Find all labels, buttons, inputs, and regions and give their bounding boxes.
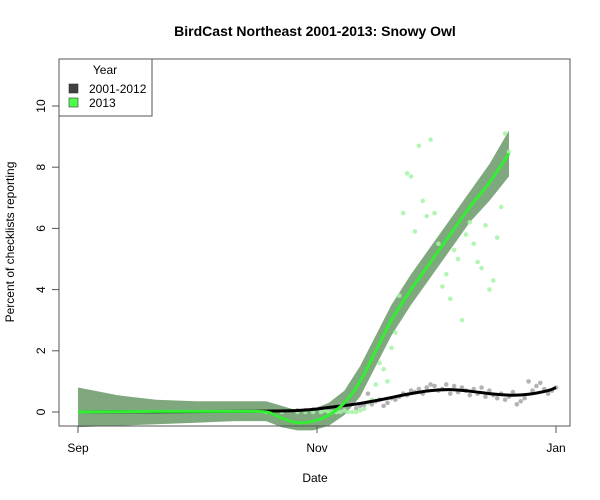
data-point — [498, 204, 504, 210]
data-point — [447, 391, 453, 396]
data-point — [342, 408, 347, 413]
x-tick-label: Sep — [67, 441, 89, 455]
data-point — [483, 394, 488, 400]
y-tick-label: 4 — [34, 286, 48, 293]
data-point — [377, 360, 382, 366]
data-point — [443, 382, 449, 387]
data-point — [502, 131, 508, 136]
data-point — [408, 388, 414, 393]
data-point — [381, 366, 386, 372]
data-point — [357, 408, 363, 413]
points-2013 — [263, 131, 512, 415]
data-point — [404, 171, 410, 176]
data-point — [385, 400, 390, 406]
data-point — [483, 223, 488, 228]
data-point — [518, 398, 524, 404]
y-tick-label: 6 — [34, 225, 48, 232]
legend-title: Year — [93, 63, 117, 77]
y-tick-label: 2 — [34, 347, 48, 354]
data-point — [514, 402, 520, 407]
data-point — [346, 409, 351, 415]
data-point — [545, 391, 551, 396]
legend-swatch-2001-2012 — [68, 83, 79, 94]
x-tick-label: Nov — [306, 441, 327, 455]
data-point — [522, 395, 527, 401]
data-point — [353, 406, 359, 411]
data-point — [420, 198, 426, 204]
data-point — [412, 229, 418, 234]
y-axis: 0 2 4 6 8 10 — [34, 99, 60, 415]
data-point — [393, 397, 398, 403]
y-tick-label: 0 — [34, 408, 48, 415]
confidence-band-2013 — [78, 130, 509, 431]
data-point — [475, 259, 480, 265]
data-point — [389, 345, 394, 351]
data-point — [479, 265, 484, 271]
data-point — [365, 391, 371, 396]
data-point — [338, 409, 343, 415]
legend-label-2001-2012: 2001-2012 — [89, 82, 147, 96]
data-point — [459, 385, 465, 390]
smooth-line-2013 — [77, 152, 511, 425]
data-point — [471, 241, 477, 246]
plot-area — [58, 58, 571, 431]
data-point — [393, 330, 398, 335]
data-point — [416, 143, 422, 149]
data-point — [353, 409, 359, 415]
data-point — [455, 256, 461, 262]
data-point — [385, 379, 390, 384]
data-point — [491, 278, 496, 283]
data-point — [451, 247, 457, 253]
y-tick-label: 8 — [34, 164, 48, 171]
data-point — [432, 383, 437, 389]
data-point — [526, 379, 531, 384]
data-point — [479, 385, 484, 390]
data-point — [381, 403, 386, 409]
confidence-band — [78, 130, 509, 431]
data-point — [487, 287, 492, 292]
x-tick-label: Jan — [546, 441, 565, 455]
data-point — [459, 317, 465, 323]
data-point — [369, 402, 375, 407]
data-point — [502, 397, 508, 403]
data-point — [396, 293, 402, 299]
data-point — [408, 174, 414, 179]
data-point — [463, 232, 469, 237]
data-point — [361, 406, 367, 412]
smooth-line — [77, 152, 511, 425]
data-point — [416, 386, 422, 392]
legend-swatch-2013 — [68, 97, 79, 108]
data-point — [424, 213, 430, 219]
x-axis: Sep Nov Jan — [67, 425, 566, 455]
chart-title: BirdCast Northeast 2001-2013: Snowy Owl — [174, 23, 456, 39]
data-point — [538, 380, 543, 386]
data-point — [467, 219, 473, 225]
data-point — [494, 395, 500, 401]
data-point — [510, 389, 516, 395]
legend: Year 2001-2012 2013 — [58, 58, 153, 117]
legend-label-2013: 2013 — [89, 96, 116, 110]
data-point — [451, 383, 457, 389]
data-point — [400, 210, 406, 216]
y-axis-label: Percent of checklists reporting — [3, 162, 17, 323]
y-tick-label: 10 — [34, 99, 48, 113]
data-point — [436, 241, 441, 246]
data-point — [494, 235, 500, 240]
data-point — [428, 382, 433, 387]
data-point — [440, 284, 445, 289]
data-point — [467, 392, 473, 398]
data-point — [428, 137, 433, 142]
data-point — [443, 272, 449, 277]
data-point — [373, 382, 379, 387]
data-point — [530, 388, 535, 393]
data-point — [432, 210, 437, 216]
data-point — [349, 409, 355, 415]
data-point — [487, 388, 492, 393]
data-point — [534, 383, 539, 389]
data-point — [424, 385, 430, 390]
x-axis-label: Date — [302, 471, 328, 485]
data-point — [447, 296, 453, 302]
data-point — [318, 409, 324, 415]
